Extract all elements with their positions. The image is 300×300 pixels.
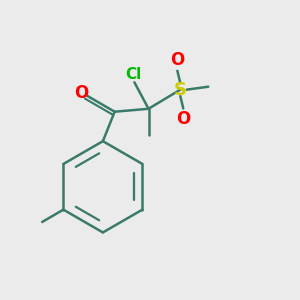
Text: O: O (74, 84, 88, 102)
Text: S: S (174, 81, 187, 99)
Text: Cl: Cl (125, 68, 142, 82)
Text: O: O (170, 51, 184, 69)
Text: O: O (176, 110, 190, 128)
